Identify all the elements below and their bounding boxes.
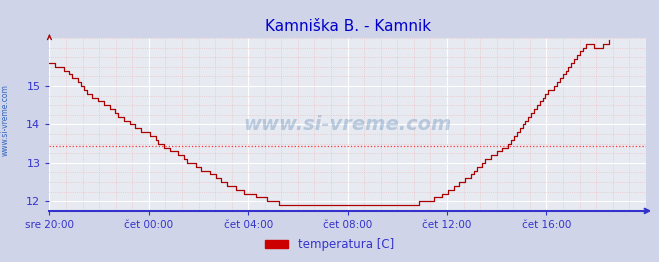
Text: www.si-vreme.com: www.si-vreme.com [1,85,10,156]
Title: Kamniška B. - Kamnik: Kamniška B. - Kamnik [264,19,431,34]
Legend: temperatura [C]: temperatura [C] [260,234,399,256]
Text: www.si-vreme.com: www.si-vreme.com [243,115,452,134]
